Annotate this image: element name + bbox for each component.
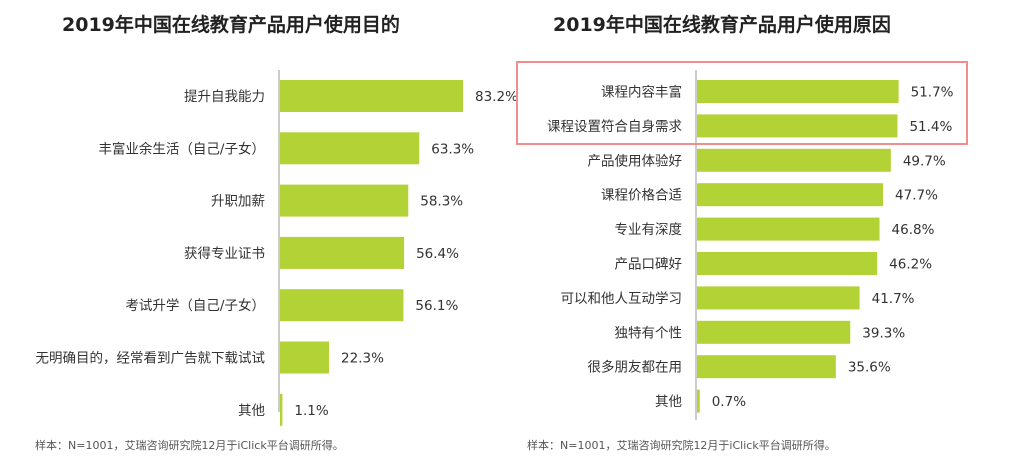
right-category-label-4: 专业有深度 — [615, 222, 683, 238]
left-category-label-4: 考试升学（自己/子女） — [125, 297, 265, 314]
left-value-label-0: 83.2% — [475, 89, 518, 105]
right-category-label-8: 很多朋友都在用 — [588, 359, 683, 376]
left-bar-3 — [280, 236, 405, 269]
right-category-label-6: 可以和他人互动学习 — [561, 291, 683, 307]
right-value-label-9: 0.7% — [712, 394, 746, 410]
right-chart-title: 2019年中国在线教育产品用户使用原因 — [553, 14, 891, 36]
left-category-label-3: 获得专业证书 — [184, 245, 265, 262]
left-bar-6 — [280, 393, 283, 426]
right-value-label-4: 46.8% — [892, 222, 935, 238]
right-bar-8 — [697, 355, 836, 379]
right-bar-5 — [697, 252, 878, 275]
left-value-label-5: 22.3% — [341, 351, 384, 367]
right-bar-6 — [697, 286, 860, 310]
right-bar-4 — [697, 217, 880, 241]
right-bar-0 — [697, 80, 899, 103]
right-category-label-3: 课程价格合适 — [601, 188, 682, 204]
right-value-label-7: 39.3% — [862, 325, 905, 341]
left-value-label-2: 58.3% — [420, 194, 463, 210]
left-sample-note: 样本：N=1001，艾瑞咨询研究院12月于iClick平台调研所得。 — [35, 439, 344, 452]
right-category-label-7: 独特有个性 — [615, 325, 683, 341]
left-bar-2 — [280, 184, 409, 217]
right-value-label-3: 47.7% — [895, 188, 938, 204]
right-bar-7 — [697, 320, 851, 344]
right-value-label-0: 51.7% — [911, 85, 954, 101]
right-bar-3 — [697, 183, 884, 207]
highlight-box — [516, 61, 968, 145]
right-value-label-8: 35.6% — [848, 360, 891, 376]
left-value-label-1: 63.3% — [431, 141, 474, 157]
right-category-label-0: 课程内容丰富 — [601, 84, 682, 101]
left-category-label-1: 丰富业余生活（自己/子女） — [98, 140, 265, 157]
left-bar-5 — [280, 341, 330, 374]
right-category-label-9: 其他 — [655, 394, 682, 410]
left-category-label-2: 升职加薪 — [211, 194, 265, 210]
left-value-label-4: 56.1% — [415, 298, 458, 314]
right-category-label-2: 产品使用体验好 — [588, 152, 683, 169]
left-value-label-6: 1.1% — [294, 403, 328, 419]
left-category-label-5: 无明确目的，经常看到广告就下载试试 — [36, 351, 266, 367]
right-sample-note: 样本：N=1001，艾瑞咨询研究院12月于iClick平台调研所得。 — [527, 439, 836, 452]
right-value-label-6: 41.7% — [872, 291, 915, 307]
left-chart-title: 2019年中国在线教育产品用户使用目的 — [62, 14, 400, 36]
right-bar-9 — [697, 389, 700, 413]
left-bar-chart: 提升自我能力 83.2% 丰富业余生活（自己/子女） 63.3% 升职加薪 58.3% 获得… — [36, 70, 518, 426]
right-bar-chart: 课程内容丰富 51.7% 课程设置符合自身需求 51.4% 产品使用体验好 49.7% 课程… — [547, 70, 954, 420]
left-bar-0 — [280, 80, 464, 112]
left-bar-1 — [280, 132, 420, 165]
left-category-label-0: 提升自我能力 — [184, 89, 265, 105]
right-value-label-2: 49.7% — [903, 153, 946, 169]
right-category-label-1: 课程设置符合自身需求 — [547, 119, 682, 135]
left-bar-4 — [280, 289, 404, 322]
left-value-label-3: 56.4% — [416, 246, 459, 262]
right-bar-1 — [697, 114, 898, 138]
right-bar-2 — [697, 148, 891, 172]
right-category-label-5: 产品口碑好 — [615, 257, 683, 273]
right-value-label-1: 51.4% — [909, 119, 952, 135]
right-value-label-5: 46.2% — [889, 257, 932, 273]
left-category-label-6: 其他 — [238, 403, 265, 419]
